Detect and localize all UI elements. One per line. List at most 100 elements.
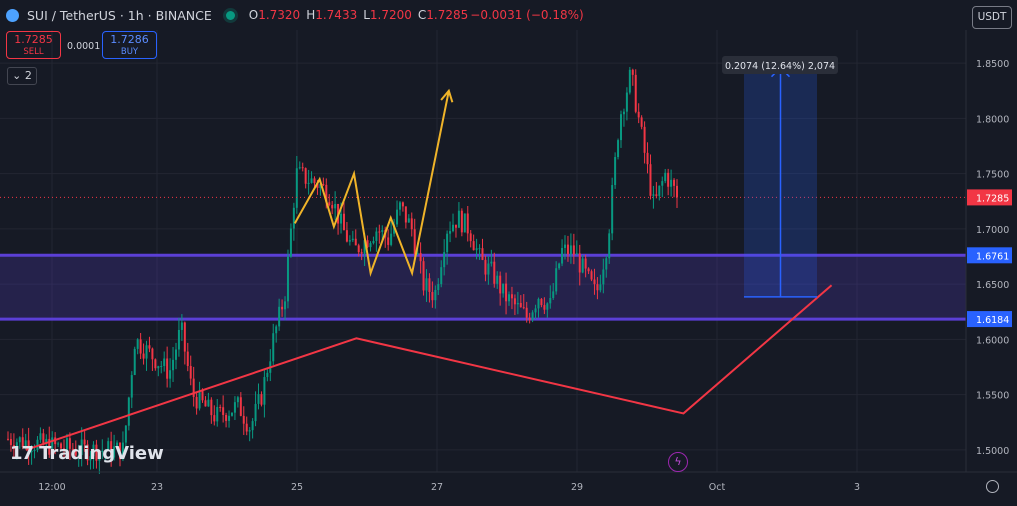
candle-body — [210, 399, 213, 416]
candle-body — [493, 261, 496, 284]
candle-body — [449, 231, 452, 234]
candle-body — [661, 181, 664, 186]
candle-body — [452, 224, 455, 232]
sell-button[interactable]: 1.7285 SELL — [6, 31, 61, 59]
candle-body — [354, 238, 357, 246]
tradingview-mark-icon: 17 — [10, 443, 34, 464]
candle-body — [284, 301, 287, 310]
candle-body — [564, 244, 567, 248]
time-tick-label: 12:00 — [38, 482, 65, 493]
candle-body — [192, 378, 195, 397]
candle-body — [622, 111, 625, 115]
candle-body — [281, 306, 284, 310]
candle-body — [225, 414, 228, 421]
candle-body — [77, 454, 80, 456]
candle-body — [24, 440, 27, 448]
candle-body — [33, 449, 36, 451]
candle-body — [157, 366, 160, 369]
candle-body — [222, 407, 225, 415]
candle-body — [340, 213, 343, 224]
candle-body — [263, 377, 266, 405]
candle-body — [369, 243, 372, 248]
candle-body — [36, 439, 39, 450]
price-tick-label: 1.5500 — [976, 391, 1009, 402]
indicators-toggle-button[interactable]: ⌄ 2 — [7, 67, 37, 85]
close-label: C — [417, 8, 427, 22]
candle-body — [513, 298, 516, 305]
candle-body — [228, 415, 231, 421]
candle-body — [160, 366, 163, 368]
candle-body — [101, 450, 104, 452]
candle-body — [62, 448, 65, 450]
candle-body — [307, 182, 310, 184]
candle-body — [342, 213, 345, 231]
price-tick-label: 1.7500 — [976, 170, 1009, 181]
candle-body — [611, 185, 614, 234]
buy-button[interactable]: 1.7286 BUY — [102, 31, 157, 59]
candle-body — [27, 440, 30, 453]
candle-body — [275, 326, 278, 334]
candle-body — [145, 345, 148, 359]
candle-body — [528, 317, 531, 321]
candle-body — [95, 444, 98, 461]
candle-body — [98, 451, 101, 461]
bolt-icon[interactable]: ϟ — [668, 452, 688, 472]
zone-top-tag: 1.6761 — [976, 251, 1009, 262]
brand-text: TradingView — [39, 443, 164, 464]
candle-body — [410, 218, 413, 230]
price-tick-label: 1.6500 — [976, 280, 1009, 291]
candle-body — [15, 442, 18, 450]
candle-body — [543, 305, 546, 310]
candle-body — [116, 442, 119, 447]
candle-body — [83, 439, 86, 445]
open-label: O — [248, 8, 259, 22]
currency-button[interactable]: USDT — [972, 6, 1012, 29]
candle-body — [537, 298, 540, 309]
candle-body — [401, 202, 404, 207]
candle-body — [620, 114, 623, 141]
candle-body — [625, 92, 628, 112]
candle-body — [578, 253, 581, 273]
low-value: 1.7200 — [369, 8, 412, 22]
candle-body — [254, 403, 257, 422]
candle-body — [166, 358, 169, 379]
symbol-title[interactable]: SUI / TetherUS · 1h · BINANCE — [27, 7, 212, 23]
candle-body — [431, 291, 434, 301]
candle-body — [519, 302, 522, 308]
candle-body — [148, 345, 151, 349]
sui-logo-icon — [6, 8, 19, 22]
candle-body — [407, 218, 410, 223]
candle-body — [80, 439, 83, 455]
candle-body — [652, 194, 655, 196]
market-open-icon — [225, 10, 235, 20]
candle-body — [328, 202, 331, 206]
candle-body — [561, 247, 564, 264]
candle-body — [569, 245, 572, 255]
candle-body — [534, 308, 537, 313]
gear-icon[interactable] — [986, 480, 999, 493]
candle-body — [245, 423, 248, 432]
candle-body — [496, 275, 499, 284]
candle-body — [304, 168, 307, 184]
candle-body — [230, 412, 233, 416]
price-tick-label: 1.8500 — [976, 59, 1009, 70]
high-label: H — [306, 8, 316, 22]
candle-body — [74, 450, 77, 456]
candle-body — [525, 307, 528, 318]
candle-body — [387, 237, 390, 245]
sell-price: 1.7285 — [14, 33, 53, 46]
candle-body — [60, 443, 63, 449]
candle-body — [39, 433, 42, 440]
candle-body — [242, 415, 245, 424]
candle-body — [301, 167, 304, 169]
candle-body — [71, 448, 74, 451]
candle-body — [555, 268, 558, 292]
price-tick-label: 1.8000 — [976, 114, 1009, 125]
candle-body — [348, 240, 351, 242]
candle-body — [605, 258, 608, 270]
price-tick-label: 1.6000 — [976, 335, 1009, 346]
candle-body — [172, 359, 175, 371]
candle-body — [581, 258, 584, 273]
